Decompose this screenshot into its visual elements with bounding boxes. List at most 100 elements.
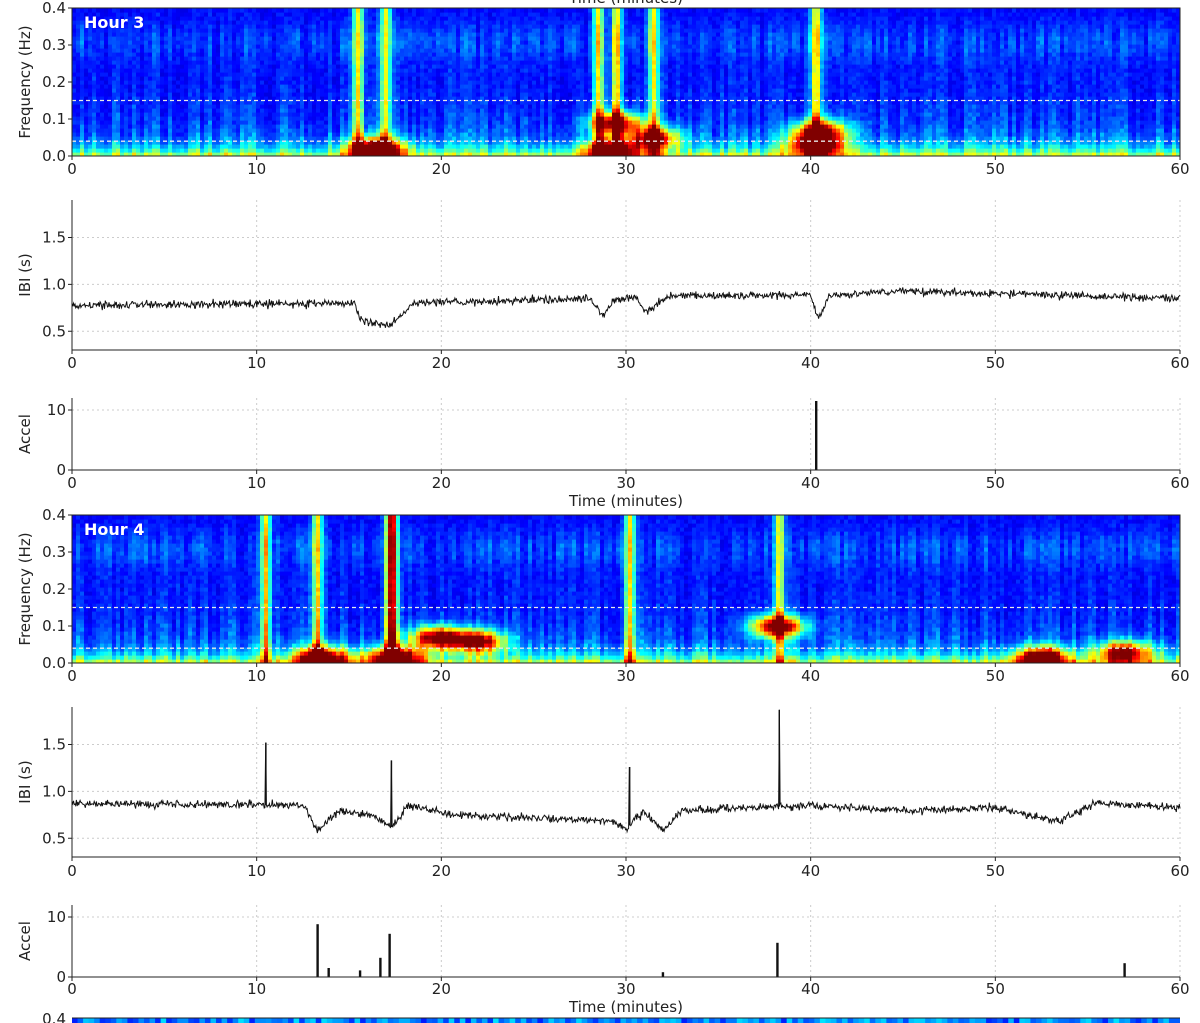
spectrogram-cell — [516, 132, 521, 137]
spectrogram-cell — [428, 128, 433, 133]
spectrogram-cell — [284, 120, 289, 125]
spectrogram-cell — [112, 80, 117, 85]
spectrogram-cell — [332, 32, 337, 37]
spectrogram-cell — [324, 84, 329, 89]
spectrogram-cell — [316, 92, 321, 97]
spectrogram-cell — [80, 148, 85, 153]
spectrogram-cell — [220, 12, 225, 17]
spectrogram-cell — [280, 20, 285, 25]
spectrogram-cell — [404, 44, 409, 49]
spectrogram-cell — [268, 60, 273, 65]
spectrogram-cell — [72, 88, 77, 93]
spectrogram-cell — [232, 96, 237, 101]
spectrogram-cell — [368, 88, 373, 93]
spectrogram-cell — [280, 60, 285, 65]
spectrogram-cell — [256, 40, 261, 45]
spectrogram-cell — [476, 104, 481, 109]
spectrogram-cell — [272, 72, 277, 77]
spectrogram-cell — [472, 80, 477, 85]
spectrogram-cell — [432, 76, 437, 81]
spectrogram-cell — [180, 8, 185, 13]
spectrogram-cell — [532, 136, 537, 141]
spectrogram-cell — [164, 48, 169, 53]
spectrogram-cell — [76, 144, 81, 149]
spectrogram-cell — [284, 24, 289, 29]
spectrogram-cell — [448, 28, 453, 33]
spectrogram-cell — [524, 96, 529, 101]
spectrogram-cell — [492, 16, 497, 21]
spectrogram-cell — [500, 8, 505, 13]
spectrogram-cell — [96, 44, 101, 49]
spectrogram-cell — [180, 76, 185, 81]
spectrogram-cell — [532, 148, 537, 153]
spectrogram-cell — [540, 16, 545, 21]
spectrogram-cell — [468, 120, 473, 125]
spectrogram-cell — [116, 72, 121, 77]
spectrogram-cell — [340, 80, 345, 85]
spectrogram-cell — [472, 72, 477, 77]
spectrogram-cell — [248, 132, 253, 137]
spectrogram-cell — [96, 148, 101, 153]
spectrogram-cell — [84, 12, 89, 17]
spectrogram-cell — [188, 24, 193, 29]
spectrogram-cell — [336, 8, 341, 13]
spectrogram-cell — [572, 84, 577, 89]
spectrogram-cell — [588, 8, 593, 13]
spectrogram-cell — [504, 124, 509, 129]
spectrogram-cell — [104, 136, 109, 141]
spectrogram-cell — [104, 88, 109, 93]
spectrogram-cell — [584, 84, 589, 89]
spectrogram-cell — [560, 132, 565, 137]
spectrogram-cell — [184, 84, 189, 89]
spectrogram-cell — [448, 84, 453, 89]
spectrogram-cell — [516, 100, 521, 105]
spectrogram-cell — [240, 64, 245, 69]
spectrogram-cell — [160, 80, 165, 85]
spectrogram-cell — [568, 76, 573, 81]
spectrogram-cell — [100, 20, 105, 25]
spectrogram-cell — [464, 16, 469, 21]
spectrogram-cell — [580, 124, 585, 129]
spectrogram-cell — [388, 64, 393, 69]
spectrogram-cell — [340, 108, 345, 113]
spectrogram-cell — [428, 100, 433, 105]
spectrogram-cell — [516, 120, 521, 125]
spectrogram-cell — [388, 80, 393, 85]
spectrogram-cell — [556, 104, 561, 109]
spectrogram-cell — [448, 120, 453, 125]
spectrogram-cell — [108, 24, 113, 29]
spectrogram-cell — [508, 100, 513, 105]
spectrogram-cell — [160, 40, 165, 45]
spectrogram-cell — [588, 32, 593, 37]
spectrogram-cell — [516, 44, 521, 49]
spectrogram-cell — [164, 84, 169, 89]
spectrogram-cell — [144, 96, 149, 101]
spectrogram-cell — [192, 68, 197, 73]
spectrogram-cell — [140, 48, 145, 53]
spectrogram-cell — [212, 116, 217, 121]
spectrogram-cell — [204, 80, 209, 85]
spectrogram-cell — [268, 40, 273, 45]
spectrogram-cell — [548, 100, 553, 105]
spectrogram-cell — [544, 16, 549, 21]
spectrogram-cell — [520, 52, 525, 57]
spectrogram-cell — [276, 76, 281, 81]
spectrogram-cell — [280, 56, 285, 61]
spectrogram-cell — [276, 152, 281, 156]
spectrogram-cell — [320, 128, 325, 133]
spectrogram-cell — [560, 72, 565, 77]
spectrogram-cell — [96, 108, 101, 113]
spectrogram-cell — [124, 108, 129, 113]
spectrogram-cell — [348, 88, 353, 93]
spectrogram-cell — [248, 72, 253, 77]
spectrogram-cell — [596, 24, 601, 29]
spectrogram-cell — [404, 124, 409, 129]
spectrogram-cell — [424, 116, 429, 121]
spectrogram-cell — [208, 20, 213, 25]
spectrogram-cell — [256, 120, 261, 125]
spectrogram-cell — [112, 108, 117, 113]
spectrogram-cell — [300, 76, 305, 81]
spectrogram-cell — [416, 44, 421, 49]
spectrogram-cell — [444, 20, 449, 25]
spectrogram-cell — [540, 24, 545, 29]
